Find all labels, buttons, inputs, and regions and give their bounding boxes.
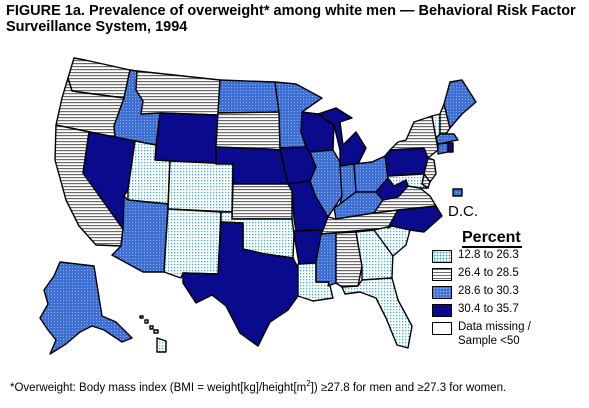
state-mi xyxy=(317,107,367,167)
legend-label: 26.4 to 28.5 xyxy=(458,267,519,279)
dc-label: D.C. xyxy=(448,203,478,220)
footnote: *Overweight: Body mass index (BMI = weig… xyxy=(10,377,580,395)
legend-swatch xyxy=(432,304,452,317)
legend-title-underline xyxy=(462,246,522,248)
legend-item-blue: 28.6 to 30.3 xyxy=(432,284,589,301)
state-ks xyxy=(231,183,293,220)
legend-swatch xyxy=(432,286,452,299)
legend-label-line1: Data missing / xyxy=(458,321,531,333)
state-il xyxy=(309,149,343,218)
figure-title: FIGURE 1a. Prevalence of overweight* amo… xyxy=(6,3,576,35)
state-hi xyxy=(139,315,167,353)
legend-item-navy: 30.4 to 35.7 xyxy=(432,302,589,319)
state-dc xyxy=(452,188,463,197)
state-ri xyxy=(447,142,454,153)
state-wy xyxy=(154,112,219,165)
state-sd xyxy=(215,111,281,151)
footnote-superscript: 2 xyxy=(306,379,311,388)
state-ak xyxy=(39,261,133,355)
legend: 12.8 to 26.3 26.4 to 28.5 28.6 to 30.3 3… xyxy=(432,248,589,353)
legend-label: Data missing / Sample <50 xyxy=(458,320,531,348)
state-ct xyxy=(437,142,449,155)
state-nh xyxy=(439,103,451,135)
legend-swatch xyxy=(432,322,452,335)
legend-label: 28.6 to 30.3 xyxy=(458,285,519,297)
legend-swatch xyxy=(432,250,452,263)
state-mt xyxy=(135,70,221,116)
state-tx xyxy=(182,221,299,347)
legend-label: 12.8 to 26.3 xyxy=(458,249,519,261)
legend-title: Percent xyxy=(462,229,521,246)
footnote-lead: *Overweight: Body mass index (BMI = weig… xyxy=(10,381,307,394)
state-co xyxy=(167,160,234,213)
state-nd xyxy=(217,79,280,114)
legend-label-line2: Sample <50 xyxy=(458,335,520,347)
legend-item-stripes: 26.4 to 28.5 xyxy=(432,266,589,283)
state-fl xyxy=(341,277,413,349)
legend-item-missing: Data missing / Sample <50 xyxy=(432,320,589,352)
state-nv xyxy=(82,131,136,230)
state-md xyxy=(387,173,429,189)
state-nj xyxy=(423,157,437,183)
legend-swatch xyxy=(432,268,452,281)
legend-item-dots: 12.8 to 26.3 xyxy=(432,248,589,265)
legend-label: 30.4 to 35.7 xyxy=(458,303,519,315)
state-nm xyxy=(163,208,222,279)
footnote-tail: ]) ≥27.8 for men and ≥27.3 for women. xyxy=(310,381,507,394)
state-me xyxy=(443,79,477,129)
